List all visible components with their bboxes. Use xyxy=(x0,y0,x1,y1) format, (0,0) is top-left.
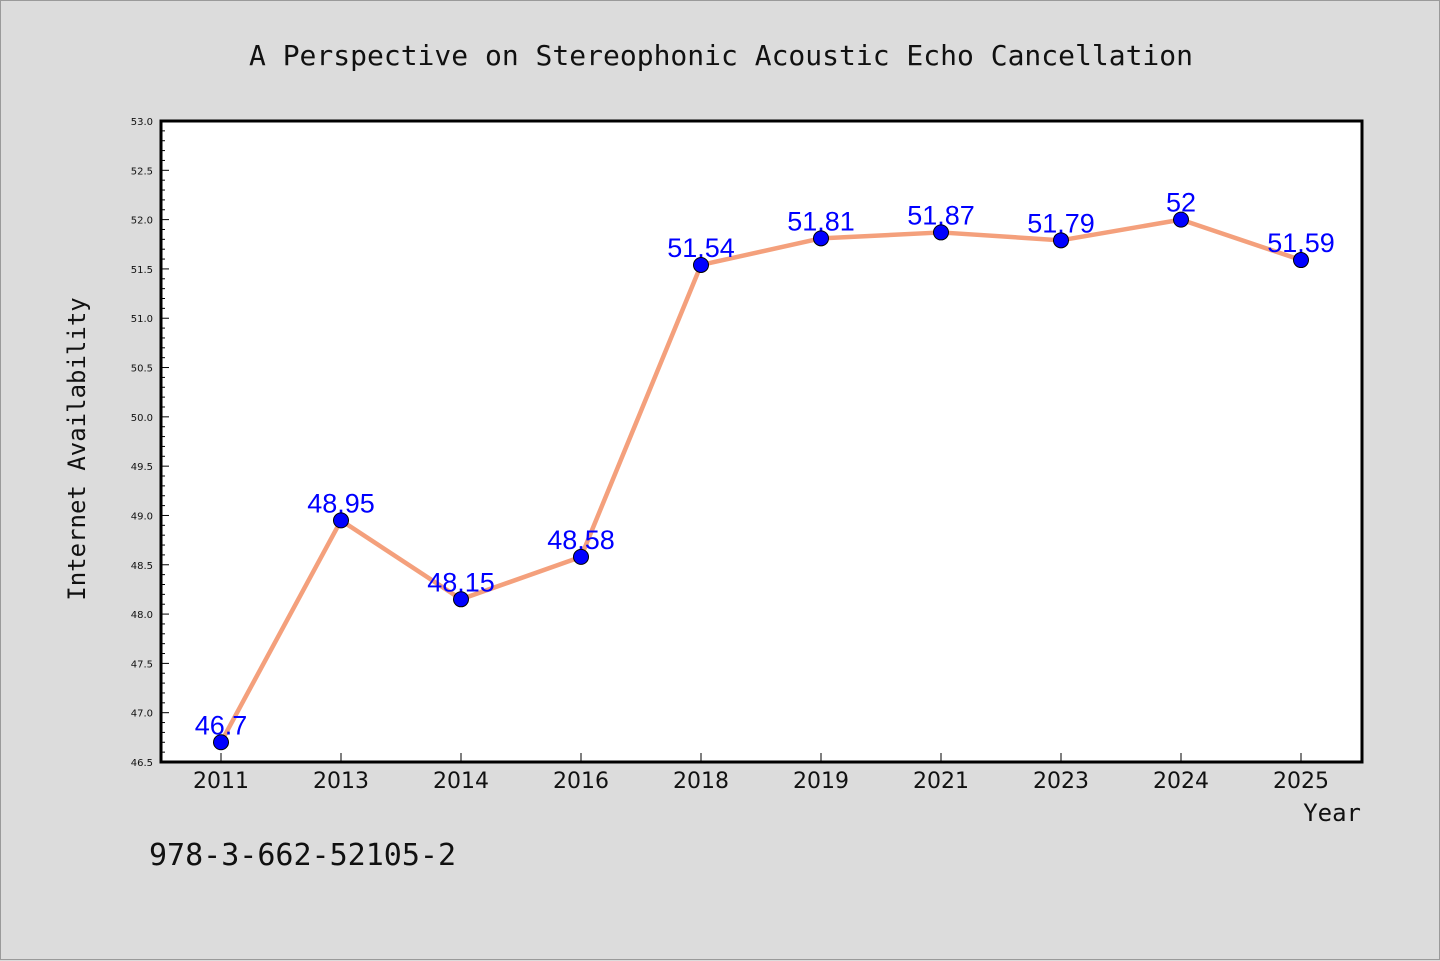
data-label: 51.54 xyxy=(667,233,735,263)
y-tick-label: 47.0 xyxy=(131,709,153,720)
data-point xyxy=(693,256,709,273)
data-point xyxy=(573,548,589,565)
x-axis: 2011 2013 2014 2016 2018 2019 2021 2023 2024 2025 xyxy=(193,753,1329,794)
y-tick-label: 53.0 xyxy=(131,117,153,128)
x-tick-label: 2019 xyxy=(793,769,849,794)
data-point xyxy=(933,224,949,241)
data-label: 48.15 xyxy=(427,567,495,597)
y-tick-label: 46.5 xyxy=(131,758,153,769)
data-point xyxy=(213,734,229,751)
data-point xyxy=(453,591,469,608)
x-tick-label: 2013 xyxy=(313,769,369,794)
y-tick-label: 49.5 xyxy=(131,462,153,473)
data-point xyxy=(1173,211,1189,228)
y-tick-label: 48.5 xyxy=(131,561,153,572)
y-axis: 46.5 47.0 47.5 48.0 48.5 49.0 49.5 50.0 50.5 51.0… xyxy=(131,117,169,769)
y-tick-label: 47.5 xyxy=(131,659,153,670)
data-point xyxy=(1293,252,1309,269)
data-markers xyxy=(213,211,1309,751)
data-label: 48.58 xyxy=(547,525,615,555)
x-tick-label: 2023 xyxy=(1033,769,1089,794)
data-label: 48.95 xyxy=(307,488,375,518)
isbn-footnote: 978-3-662-52105-2 xyxy=(149,838,456,873)
y-tick-label: 51.5 xyxy=(131,265,153,276)
x-tick-label: 2018 xyxy=(673,769,729,794)
data-point xyxy=(813,230,829,247)
y-axis-title: Internet Availability xyxy=(63,297,91,600)
y-tick-label: 50.0 xyxy=(131,413,153,424)
data-label: 51.79 xyxy=(1027,208,1095,238)
series-line xyxy=(218,217,1304,745)
y-tick-label: 50.5 xyxy=(131,364,153,375)
x-tick-label: 2021 xyxy=(913,769,969,794)
y-tick-label: 49.0 xyxy=(131,511,153,522)
y-tick-label: 52.0 xyxy=(131,216,153,227)
x-axis-title: Year xyxy=(1303,799,1361,827)
series-polyline xyxy=(218,217,1304,745)
data-label: 51.59 xyxy=(1267,228,1335,258)
x-tick-label: 2011 xyxy=(193,769,249,794)
data-point xyxy=(1053,232,1069,249)
data-label: 51.81 xyxy=(787,206,855,236)
plot-area xyxy=(159,119,1364,764)
y-tick-label: 52.5 xyxy=(131,166,153,177)
y-tick-label: 48.0 xyxy=(131,610,153,621)
x-tick-label: 2016 xyxy=(553,769,609,794)
y-tick-label: 51.0 xyxy=(131,314,153,325)
chart-title: A Perspective on Stereophonic Acoustic E… xyxy=(249,39,1193,72)
data-point xyxy=(333,512,349,529)
x-tick-label: 2014 xyxy=(433,769,489,794)
data-labels: 46.7 48.95 48.15 48.58 51.54 51.81 51.87 51.79 5… xyxy=(195,188,1335,741)
data-label: 46.7 xyxy=(195,710,248,740)
x-tick-label: 2025 xyxy=(1273,769,1329,794)
x-tick-label: 2024 xyxy=(1153,769,1209,794)
data-label: 51.87 xyxy=(907,200,975,230)
data-label: 52 xyxy=(1166,188,1196,218)
